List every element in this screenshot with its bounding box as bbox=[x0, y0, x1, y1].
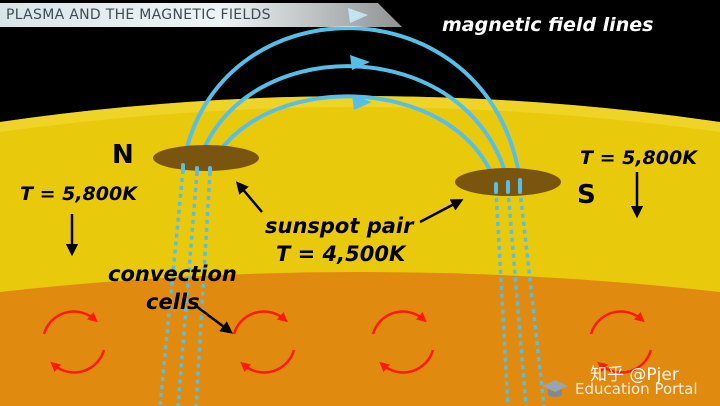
sunspot-temp-label: T = 4,500K bbox=[276, 242, 406, 266]
convection-cell-2 bbox=[232, 310, 296, 374]
photosphere-glow bbox=[0, 96, 720, 132]
field-line-footpoints bbox=[181, 163, 522, 194]
convection-cell-1 bbox=[42, 310, 106, 374]
convection-cells bbox=[42, 310, 653, 374]
graduation-cap-icon bbox=[542, 380, 568, 397]
cells-pointer bbox=[195, 305, 233, 334]
sunspot-pointer-right bbox=[419, 199, 464, 224]
title-banner: PLASMA AND THE MAGNETIC FIELDS bbox=[0, 3, 402, 27]
sunspot-pair-label: sunspot pair bbox=[265, 214, 414, 238]
sunspot-north bbox=[153, 145, 259, 171]
convection-cell-3 bbox=[371, 310, 435, 374]
convection-label: convection bbox=[108, 262, 237, 286]
field-arrowhead-middle bbox=[350, 55, 370, 70]
footpoint-north bbox=[181, 163, 212, 176]
temp-left-label: T = 5,800K bbox=[20, 183, 137, 205]
field-arrowhead-inner bbox=[352, 95, 372, 110]
footpoint-south bbox=[494, 178, 522, 194]
convection-cell-4 bbox=[589, 310, 653, 374]
temp-right-label: T = 5,800K bbox=[580, 147, 697, 169]
flux-tubes bbox=[158, 169, 546, 406]
pointer-arrows bbox=[65, 172, 644, 334]
cells-label: cells bbox=[146, 290, 200, 314]
south-pole-label: S bbox=[577, 180, 596, 210]
field-line-outer bbox=[181, 26, 522, 182]
north-pole-label: N bbox=[112, 140, 134, 170]
sunspot-pointer-left bbox=[235, 181, 263, 213]
page-title: PLASMA AND THE MAGNETIC FIELDS bbox=[6, 7, 271, 23]
brand-label: Education Portal bbox=[575, 380, 698, 398]
field-lines-label: magnetic field lines bbox=[442, 14, 654, 36]
flux-tube-left-2 bbox=[176, 171, 199, 406]
watermark: 知乎 @Pjer bbox=[590, 365, 679, 385]
flux-tube-left-3 bbox=[194, 171, 212, 406]
